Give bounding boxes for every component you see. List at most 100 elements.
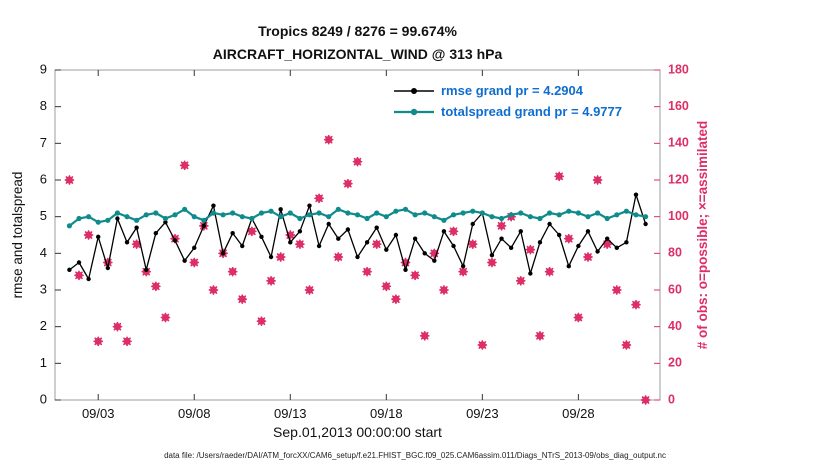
obs-assimilated-marker bbox=[112, 321, 123, 332]
rmse-marker bbox=[518, 229, 523, 234]
rmse-marker bbox=[67, 267, 72, 273]
left-tick-label: 8 bbox=[40, 98, 47, 113]
totalspread-marker bbox=[422, 210, 428, 216]
rmse-marker bbox=[134, 225, 139, 230]
obs-assimilated-marker bbox=[467, 239, 478, 250]
rmse-marker bbox=[268, 254, 274, 260]
obs-assimilated-marker bbox=[563, 233, 574, 244]
left-tick-label: 9 bbox=[40, 61, 47, 76]
rmse-marker bbox=[460, 263, 466, 269]
totalspread-marker bbox=[575, 210, 581, 216]
right-tick-label: 20 bbox=[668, 356, 682, 370]
rmse-marker bbox=[105, 265, 111, 271]
rmse-marker bbox=[595, 249, 600, 254]
right-tick-label: 160 bbox=[668, 99, 689, 113]
obs-assimilated-marker bbox=[237, 294, 248, 305]
obs-assimilated-marker bbox=[295, 239, 305, 250]
totalspread-marker bbox=[345, 210, 351, 216]
rmse-marker bbox=[96, 234, 101, 240]
obs-assimilated-marker bbox=[160, 312, 171, 323]
totalspread-marker bbox=[182, 206, 188, 212]
totalspread-marker bbox=[479, 210, 485, 216]
rmse-marker bbox=[163, 219, 168, 225]
rmse-marker bbox=[172, 238, 178, 243]
totalspread-marker bbox=[95, 219, 101, 225]
obs-assimilated-marker bbox=[602, 239, 613, 250]
obs-assimilated-marker bbox=[515, 275, 526, 286]
x-axis-label: Sep.01,2013 00:00:00 start bbox=[273, 424, 442, 440]
left-tick-label: 7 bbox=[40, 135, 47, 150]
rmse-marker bbox=[326, 221, 331, 227]
obs-assimilated-marker bbox=[371, 239, 382, 250]
totalspread-marker bbox=[383, 214, 389, 220]
rmse-marker bbox=[537, 240, 543, 245]
left-axis-label: rmse and totalspread bbox=[10, 171, 25, 299]
rmse-marker bbox=[240, 243, 245, 249]
obs-assimilated-marker bbox=[275, 252, 286, 262]
obs-assimilated-marker bbox=[583, 252, 593, 262]
obs-assimilated-marker bbox=[640, 395, 651, 405]
totalspread-line-sample-icon bbox=[394, 108, 434, 115]
totalspread-marker bbox=[278, 214, 284, 220]
obs-assimilated-marker bbox=[631, 299, 641, 310]
obs-assimilated-marker bbox=[477, 340, 488, 350]
obs-assimilated-marker bbox=[333, 252, 344, 262]
left-tick-label: 1 bbox=[40, 355, 47, 370]
obs-assimilated-marker bbox=[83, 230, 94, 240]
obs-assimilated-marker bbox=[429, 248, 440, 259]
obs-assimilated-marker bbox=[352, 156, 363, 167]
totalspread-marker bbox=[642, 214, 649, 220]
obs-assimilated-marker bbox=[573, 312, 584, 323]
right-tick-label: 140 bbox=[668, 136, 689, 150]
rmse-marker bbox=[230, 230, 235, 236]
rmse-marker bbox=[441, 229, 447, 234]
rmse-marker bbox=[288, 240, 293, 245]
rmse-marker bbox=[499, 236, 504, 241]
totalspread-marker bbox=[585, 214, 591, 220]
totalspread-marker bbox=[594, 210, 601, 216]
totalspread-marker bbox=[134, 217, 140, 223]
totalspread-marker bbox=[230, 210, 236, 216]
totalspread-marker bbox=[518, 210, 524, 216]
obs-assimilated-marker bbox=[247, 226, 257, 237]
totalspread-marker bbox=[76, 215, 82, 222]
rmse-marker bbox=[384, 247, 389, 252]
datafile-caption: data file: /Users/raeder/DAI/ATM_forcXX/… bbox=[164, 451, 666, 460]
rmse-marker bbox=[307, 203, 312, 208]
rmse-marker bbox=[624, 240, 629, 245]
obs-assimilated-marker bbox=[266, 275, 276, 286]
rmse-marker bbox=[345, 227, 351, 232]
totalspread-marker bbox=[249, 215, 255, 222]
totalspread-marker bbox=[239, 214, 245, 220]
totalspread-marker bbox=[527, 214, 533, 220]
rmse-marker bbox=[470, 221, 475, 227]
rmse-marker bbox=[576, 243, 581, 249]
rmse-marker bbox=[528, 271, 533, 276]
obs-assimilated-marker bbox=[93, 336, 104, 347]
totalspread-marker bbox=[210, 210, 217, 216]
totalspread-marker bbox=[105, 217, 111, 223]
obs-assimilated-marker bbox=[64, 175, 75, 185]
totalspread-marker bbox=[306, 212, 313, 218]
x-tick-label: 09/13 bbox=[274, 406, 307, 421]
rmse-marker bbox=[201, 223, 207, 229]
totalspread-marker bbox=[153, 210, 159, 216]
obs-assimilated-marker bbox=[131, 239, 142, 250]
totalspread-marker bbox=[258, 210, 265, 216]
obs-assimilated-marker bbox=[362, 266, 372, 277]
obs-assimilated-marker bbox=[439, 285, 449, 295]
totalspread-marker bbox=[143, 212, 149, 218]
obs-assimilated-marker bbox=[391, 294, 401, 305]
legend-label-rmse: rmse grand pr = 4.2904 bbox=[441, 83, 583, 98]
totalspread-marker bbox=[297, 215, 303, 222]
title-line-1: Tropics 8249 / 8276 = 99.674% bbox=[258, 23, 457, 39]
totalspread-marker bbox=[604, 215, 610, 222]
rmse-marker bbox=[316, 243, 322, 249]
legend-label-totalspread: totalspread grand pr = 4.9777 bbox=[441, 104, 622, 119]
rmse-marker bbox=[451, 243, 456, 249]
totalspread-marker bbox=[508, 212, 514, 218]
obs-assimilated-marker bbox=[592, 175, 603, 185]
totalspread-marker bbox=[431, 214, 437, 220]
rmse-marker bbox=[604, 236, 610, 241]
